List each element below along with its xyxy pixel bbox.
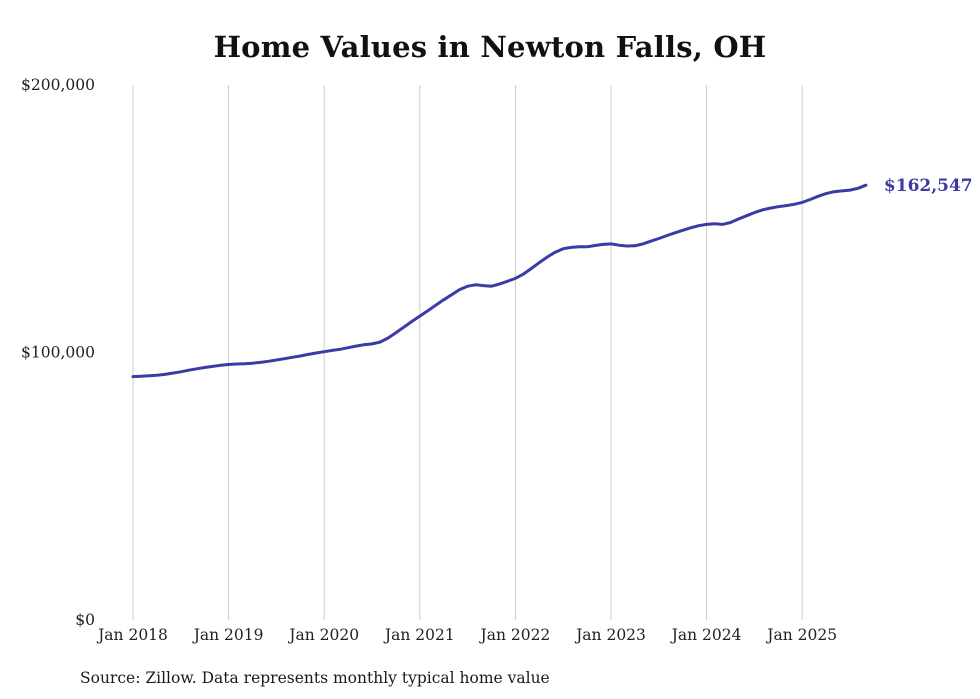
y-tick-label: $200,000 — [21, 76, 95, 94]
value-line — [131, 183, 868, 379]
x-tick-label: Jan 2021 — [383, 626, 455, 644]
x-tick-label: Jan 2019 — [192, 626, 264, 644]
chart-title: Home Values in Newton Falls, OH — [213, 30, 767, 64]
x-tick-label: Jan 2018 — [96, 626, 168, 644]
source-note: Source: Zillow. Data represents monthly … — [80, 669, 550, 687]
x-tick-label: Jan 2023 — [574, 626, 646, 644]
latest-value-label: $162,547 — [884, 176, 973, 196]
x-tick-label: Jan 2020 — [287, 626, 359, 644]
x-tick-label: Jan 2025 — [765, 626, 837, 644]
x-tick-label: Jan 2024 — [670, 626, 742, 644]
y-tick-label: $0 — [75, 611, 95, 629]
x-tick-label: Jan 2022 — [478, 626, 550, 644]
y-tick-label: $100,000 — [21, 344, 95, 362]
